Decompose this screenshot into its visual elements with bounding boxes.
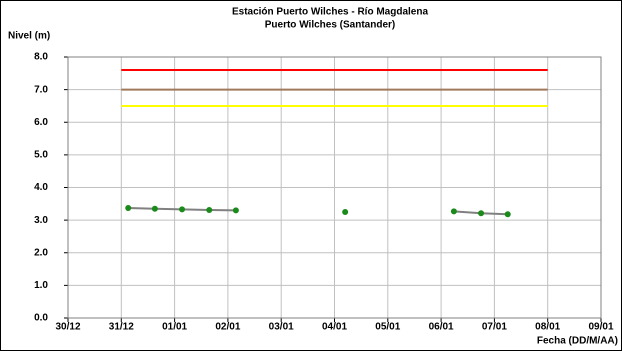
x-tick-label: 01/01 (162, 322, 187, 333)
data-point (342, 208, 349, 215)
data-point (478, 210, 485, 217)
y-tick-label: 1.0 (34, 280, 48, 291)
y-tick-label: 6.0 (34, 117, 48, 128)
x-tick-label: 07/01 (482, 322, 507, 333)
y-tick-label: 2.0 (34, 247, 48, 258)
x-tick-label: 05/01 (375, 322, 400, 333)
y-tick-label: 7.0 (34, 84, 48, 95)
y-tick-label: 8.0 (34, 52, 48, 63)
chart-subtitle: Puerto Wilches (Santander) (265, 20, 396, 31)
chart-title: Estación Puerto Wilches - Río Magdalena (232, 7, 428, 18)
y-axis-label: Nivel (m) (8, 31, 50, 42)
x-tick-label: 04/01 (322, 322, 347, 333)
x-axis-label: Fecha (DD/M/AA) (537, 336, 618, 347)
data-point (450, 208, 457, 215)
data-point (232, 207, 239, 214)
plot-border (67, 56, 602, 319)
data-point (125, 205, 132, 212)
data-point (206, 207, 213, 214)
y-tick-label: 4.0 (34, 182, 48, 193)
data-point (151, 205, 158, 212)
x-tick-label: 02/01 (215, 322, 240, 333)
data-point (504, 211, 511, 218)
x-tick-label: 09/01 (588, 322, 613, 333)
x-tick-label: 30/12 (55, 322, 80, 333)
data-point (179, 206, 186, 213)
y-tick-label: 3.0 (34, 215, 48, 226)
y-tick-label: 0.0 (34, 313, 48, 324)
x-tick-label: 31/12 (109, 322, 134, 333)
y-tick-label: 5.0 (34, 150, 48, 161)
x-tick-label: 06/01 (429, 322, 454, 333)
x-tick-label: 03/01 (269, 322, 294, 333)
x-tick-label: 08/01 (535, 322, 560, 333)
